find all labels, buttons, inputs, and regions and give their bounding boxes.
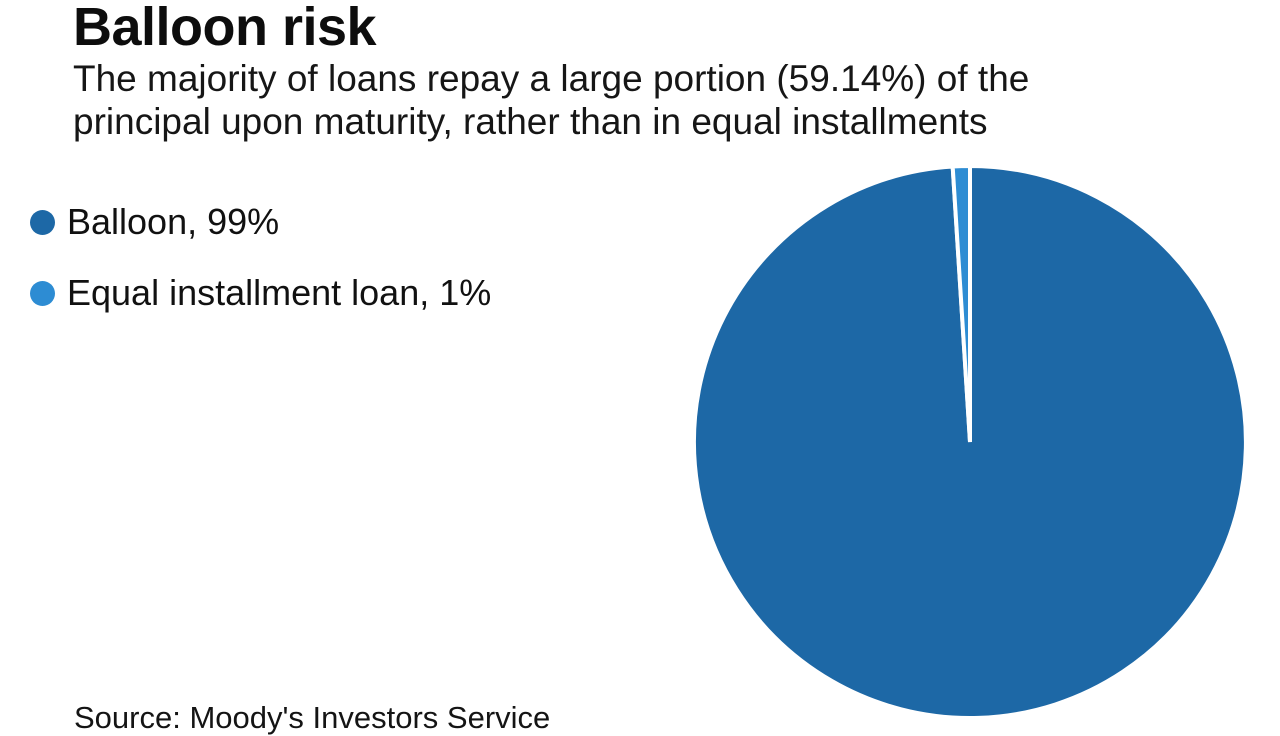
legend-item-balloon: Balloon, 99%	[30, 199, 491, 245]
legend-label-equal-installment-loan: Equal installment loan, 1%	[67, 272, 492, 313]
legend-label-balloon: Balloon, 99%	[67, 201, 280, 242]
chart-subtitle-line2: principal upon maturity, rather than in …	[73, 101, 988, 142]
legend-item-equal-installment-loan: Equal installment loan, 1%	[30, 270, 491, 316]
pie-slice-equal-installment-loan	[950, 163, 972, 443]
legend-swatch-equal-installment-loan-icon	[30, 280, 55, 306]
source-note: Source: Moody's Investors Service	[74, 700, 551, 735]
chart-subtitle-line1: The majority of loans repay a large port…	[73, 58, 1030, 99]
chart-title: Balloon risk	[73, 0, 377, 57]
legend-swatch-balloon-icon	[30, 209, 55, 235]
pie-chart	[693, 163, 1246, 718]
chart-subtitle: The majority of loans repay a large port…	[73, 57, 1029, 143]
legend: Balloon, 99% Equal installment loan, 1%	[30, 199, 491, 316]
